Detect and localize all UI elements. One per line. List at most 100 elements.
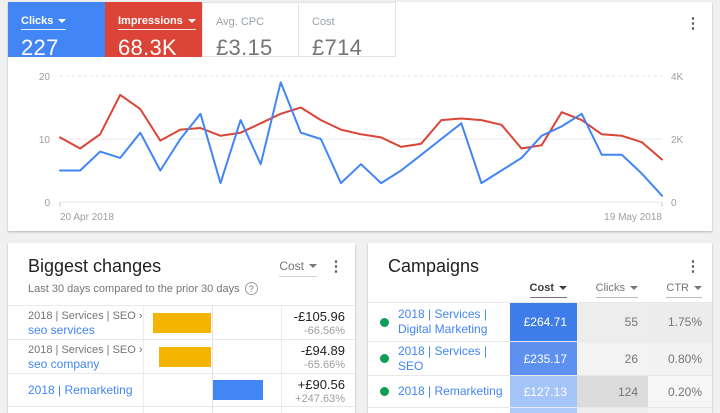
status-dot-icon [380,317,389,327]
table-row: 2018 | Services | SEO £235.17 26 0.80% [368,341,712,375]
change-bar [213,380,263,400]
change-bar [153,312,211,333]
chevron-down-icon [309,264,317,268]
x-axis-start-date: 20 Apr 2018 [60,212,114,223]
campaign-link[interactable]: 2018 | Remarketing [28,383,133,397]
campaigns-header: Campaigns [368,243,712,277]
impressions-line-series [59,93,663,161]
table-row: 2018 | Services | SEO › seo services -£1… [8,305,355,339]
campaign-path-prefix: 2018 | Services | SEO › [28,309,143,322]
chevron-down-icon [559,286,567,290]
right-axis-tick-2k: 2K [671,135,684,146]
ctr-cell: 0.80% [648,342,712,375]
change-bar-cell [144,374,282,406]
performance-line-chart: 20 10 0 4K 2K 0 20 Apr 2018 19 May 2018 [39,72,684,223]
x-axis-end-date: 19 May 2018 [604,212,662,223]
clicks-cell: 26 [577,342,648,375]
campaign-path-prefix: 2018 | Services | SEO › [28,343,143,356]
status-dot-icon [380,387,389,396]
campaign-path-cell: 2018 | Services | SEO › seo services [8,306,144,339]
avg-cpc-label: Avg. CPC [216,16,265,28]
change-percent: -66.56% [304,325,345,337]
change-bar [159,346,211,367]
left-axis-tick-10: 10 [39,135,51,146]
campaign-link[interactable]: 2018 | Remarketing [398,384,503,398]
campaign-path-cell: 2018 | Remarketing [8,374,144,406]
change-amount: -£105.96 [293,309,345,324]
campaign-name-cell[interactable]: 2018 | Remarketing [368,376,510,407]
biggest-changes-controls: Cost [279,256,345,295]
change-amount: -£94.89 [300,343,345,358]
help-icon[interactable]: ? [244,282,258,295]
overview-chart-card: Clicks 227 Impressions 68.3K Avg. CPC £3… [8,2,712,231]
change-percent: +247.63% [295,393,345,405]
metric-box-avg-cpc: Avg. CPC £3.15 [202,2,299,60]
impressions-chip-value: 68.3K [118,35,177,60]
chevron-down-icon [694,286,702,290]
campaign-link[interactable]: seo company [28,356,100,371]
kebab-menu-icon[interactable] [684,259,702,275]
column-header-clicks[interactable]: Clicks [577,282,648,302]
right-axis-tick-4k: 4K [671,72,684,83]
impressions-chip-selector[interactable]: Impressions [118,15,196,30]
subtitle-text: Last 30 days compared to the prior 30 da… [28,282,240,295]
campaigns-card: Campaigns Cost Clicks CTR 2018 | Service… [368,243,712,413]
metric-chip-clicks[interactable]: Clicks 227 [8,2,105,60]
table-row-partial [8,406,355,413]
cost-cell: £264.71 [510,303,577,341]
table-row: 2018 | Remarketing +£90.56 +247.63% [8,373,355,406]
change-amount: +£90.56 [297,377,345,392]
campaign-link[interactable]: seo services [28,322,95,337]
change-bar-cell [144,340,282,373]
campaign-name-cell[interactable]: 2018 | Services | SEO [368,342,510,375]
column-header-ctr[interactable]: CTR [648,282,712,302]
avg-cpc-value: £3.15 [216,35,273,60]
clicks-line-series [59,81,663,197]
change-percent: -65.66% [304,359,345,371]
metric-selector-dropdown[interactable]: Cost [279,259,317,277]
change-value-cell: +£90.56 +247.63% [282,374,355,406]
ctr-cell: 1.75% [648,303,712,341]
biggest-changes-subtitle: Last 30 days compared to the prior 30 da… [28,282,258,295]
campaign-link[interactable]: 2018 | Services | Digital Marketing [398,307,488,336]
metric-chip-impressions[interactable]: Impressions 68.3K [105,2,202,60]
biggest-changes-card: Biggest changes Last 30 days compared to… [8,243,355,413]
campaigns-title: Campaigns [388,256,480,276]
kebab-menu-icon[interactable] [327,259,345,275]
chevron-down-icon [187,19,196,23]
impressions-chip-label: Impressions [118,15,183,27]
clicks-chip-selector[interactable]: Clicks [21,15,67,30]
chevron-down-icon [58,19,67,23]
change-value-cell: -£105.96 -66.56% [282,306,355,339]
table-row: 2018 | Remarketing £127.13 124 0.20% [368,375,712,407]
campaigns-column-headers: Cost Clicks CTR [368,277,712,302]
metric-chips-row: Clicks 227 Impressions 68.3K Avg. CPC £3… [8,2,712,60]
biggest-changes-table: 2018 | Services | SEO › seo services -£1… [8,305,355,413]
table-row-partial [368,407,712,413]
cost-label: Cost [312,16,335,28]
status-dot-icon [380,354,389,363]
kebab-menu-icon[interactable] [684,16,702,32]
change-value-cell: -£94.89 -65.66% [282,340,355,373]
table-row: 2018 | Services | Digital Marketing £264… [368,302,712,341]
metric-box-cost: Cost £714 [299,2,396,60]
right-axis-tick-0: 0 [671,198,677,209]
campaign-name-cell[interactable]: 2018 | Services | Digital Marketing [368,303,510,341]
campaign-link[interactable]: 2018 | Services | SEO [398,343,487,373]
biggest-changes-title: Biggest changes [28,256,162,276]
campaign-path-cell: 2018 | Services | SEO › seo company [8,340,144,373]
left-axis-tick-20: 20 [39,72,51,83]
biggest-changes-header: Biggest changes Last 30 days compared to… [8,243,355,295]
left-axis-tick-0: 0 [44,198,50,209]
clicks-chip-value: 227 [21,35,59,60]
ctr-cell: 0.20% [648,376,712,407]
column-header-cost[interactable]: Cost [510,282,577,302]
campaigns-table: 2018 | Services | Digital Marketing £264… [368,302,712,413]
table-row: 2018 | Services | SEO › seo company -£94… [8,339,355,373]
clicks-chip-label: Clicks [21,15,54,27]
clicks-cell: 55 [577,303,648,341]
clicks-cell: 124 [577,376,648,407]
cost-cell: £127.13 [510,376,577,407]
cost-cell: £235.17 [510,342,577,375]
